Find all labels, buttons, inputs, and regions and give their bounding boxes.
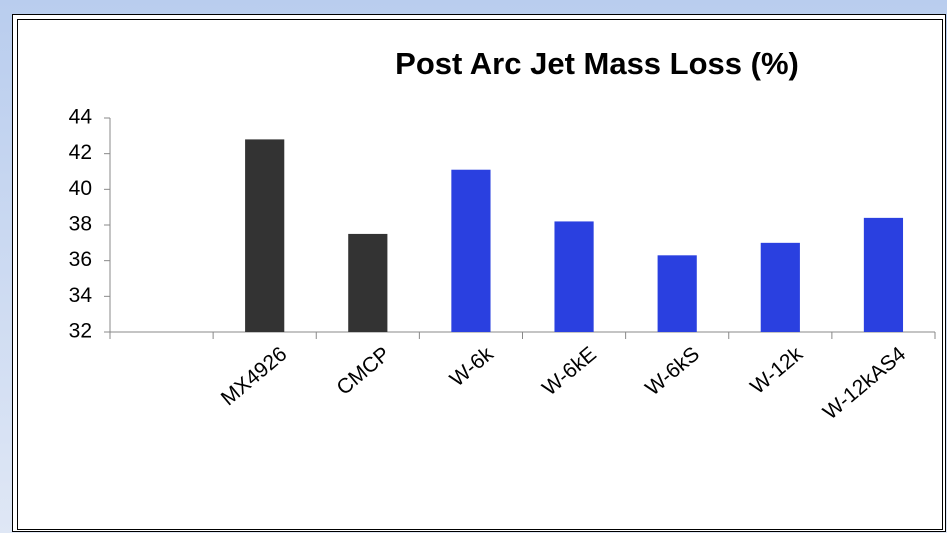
- y-tick-label: 34: [69, 284, 93, 307]
- y-tick-label: 44: [69, 106, 93, 129]
- bar: [451, 169, 491, 332]
- bar: [554, 221, 594, 332]
- y-tick-label: 32: [69, 320, 92, 343]
- y-tick-label: 38: [69, 213, 92, 236]
- bar: [245, 139, 285, 332]
- bar: [760, 242, 800, 332]
- bar: [348, 233, 388, 332]
- y-tick-label: 40: [69, 177, 92, 200]
- y-tick-label: 42: [69, 141, 92, 164]
- chart-title: Post Arc Jet Mass Loss (%): [395, 46, 799, 81]
- bar: [657, 255, 697, 332]
- bar: [863, 217, 904, 332]
- y-tick-label: 36: [69, 248, 92, 271]
